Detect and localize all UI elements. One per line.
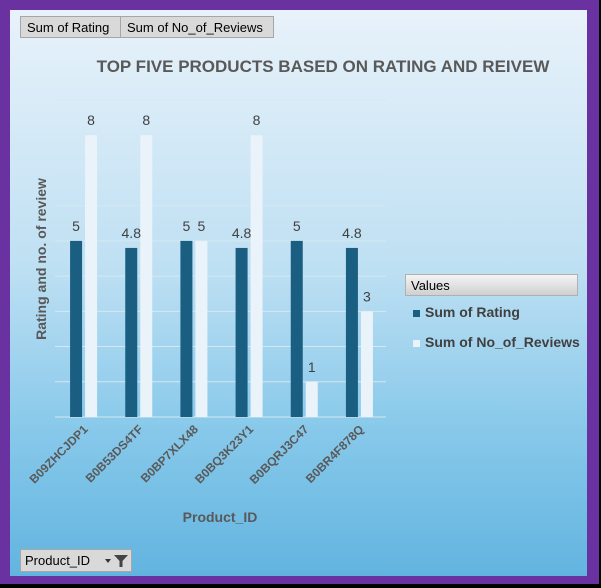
x-tick-label: B0B53DS4TF <box>83 422 146 485</box>
bar-reviews[interactable] <box>250 135 263 417</box>
chart-title: TOP FIVE PRODUCTS BASED ON RATING AND RE… <box>97 57 551 76</box>
data-label: 4.8 <box>122 225 142 241</box>
legend-header[interactable]: Values <box>405 274 578 296</box>
legend-item-reviews: Sum of No_of_Reviews <box>413 332 580 352</box>
data-label: 8 <box>253 112 261 128</box>
legend-label-reviews: Sum of No_of_Reviews <box>425 334 580 350</box>
data-label: 5 <box>293 218 301 234</box>
bar-rating[interactable] <box>180 240 193 417</box>
bar-rating[interactable] <box>290 240 303 417</box>
data-label: 5 <box>198 218 206 234</box>
data-label: 5 <box>72 218 80 234</box>
filter-icon <box>114 555 128 567</box>
legend-label-rating: Sum of Rating <box>425 304 520 320</box>
x-axis-title: Product_ID <box>183 509 258 525</box>
data-label: 4.8 <box>232 225 252 241</box>
x-tick-label: B09ZHCJDP1 <box>27 422 91 486</box>
data-label: 5 <box>183 218 191 234</box>
data-label: 8 <box>142 112 150 128</box>
bar-rating[interactable] <box>345 247 358 417</box>
legend-swatch-reviews <box>413 339 420 347</box>
data-label: 1 <box>308 359 316 375</box>
x-tick-label: B0BR4F878Q <box>303 422 367 486</box>
product-id-filter-button[interactable]: Product_ID <box>20 549 132 572</box>
field-button-sum-of-reviews[interactable]: Sum of No_of_Reviews <box>120 16 274 38</box>
bar-rating[interactable] <box>70 240 83 417</box>
x-tick-label: B0BQRJ3C47 <box>247 422 312 487</box>
bar-reviews[interactable] <box>305 381 318 417</box>
data-label: 3 <box>363 288 371 304</box>
bar-reviews[interactable] <box>85 135 98 417</box>
data-label: 4.8 <box>342 225 362 241</box>
bar-rating[interactable] <box>125 247 138 417</box>
data-label: 8 <box>87 112 95 128</box>
y-axis-title: Rating and no. of review <box>33 178 49 340</box>
bar-reviews[interactable] <box>140 135 153 417</box>
dropdown-arrow-icon <box>105 559 111 563</box>
bar-rating[interactable] <box>235 247 248 417</box>
product-id-filter-label: Product_ID <box>25 553 91 568</box>
bar-reviews[interactable] <box>360 311 373 417</box>
legend-item-rating: Sum of Rating <box>413 302 520 322</box>
legend-swatch-rating <box>413 309 420 317</box>
bar-reviews[interactable] <box>195 240 208 417</box>
legend: Values Sum of Rating Sum of No_of_Review… <box>405 274 580 364</box>
